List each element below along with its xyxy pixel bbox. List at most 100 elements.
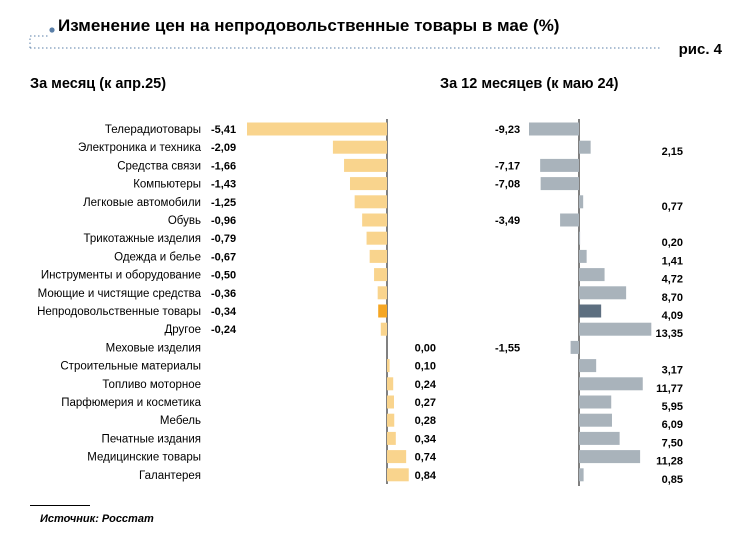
month-value-label: -5,41: [211, 124, 236, 136]
year-bar: [579, 413, 612, 427]
month-bar: [354, 195, 387, 209]
month-value-label: 0,84: [415, 470, 437, 482]
category-label: Другое: [164, 324, 201, 336]
year-bar: [579, 304, 602, 318]
month-bar: [374, 268, 387, 282]
month-bar: [369, 249, 387, 263]
year-value-label: 7,50: [662, 437, 683, 449]
year-value-label: 0,77: [662, 201, 683, 213]
year-value-label: 6,09: [662, 419, 683, 431]
month-value-label: -0,36: [211, 288, 236, 300]
year-bar: [540, 158, 579, 172]
month-bar: [332, 140, 387, 154]
category-label: Средства связи: [117, 160, 201, 172]
category-label: Одежда и белье: [114, 251, 201, 263]
year-value-label: 11,77: [656, 383, 683, 395]
month-value-label: 0,24: [415, 379, 437, 391]
year-bar: [579, 195, 584, 209]
month-value-label: 0,74: [415, 452, 437, 464]
year-value-label: 4,72: [662, 274, 683, 286]
year-bar: [579, 468, 584, 482]
year-bar: [579, 431, 620, 445]
year-bar: [579, 231, 581, 245]
category-label: Топливо моторное: [102, 379, 201, 391]
month-value-label: 0,28: [415, 415, 436, 427]
category-label: Трикотажные изделия: [84, 233, 201, 245]
category-label: Компьютеры: [133, 179, 201, 191]
left-panel-subtitle: За месяц (к апр.25): [30, 76, 167, 92]
month-value-label: -0,67: [211, 251, 236, 263]
month-bar: [387, 359, 390, 373]
year-value-label: -3,49: [495, 215, 520, 227]
right-panel-subtitle: За 12 месяцев (к маю 24): [440, 76, 619, 92]
year-value-label: -7,17: [495, 160, 520, 172]
month-bar: [247, 122, 387, 136]
month-value-label: 0,34: [415, 433, 437, 445]
month-value-label: 0,10: [415, 361, 436, 373]
month-bar: [362, 213, 387, 227]
category-label: Мебель: [160, 415, 201, 427]
month-bar: [387, 395, 394, 409]
source-note: Источник: Росстат: [40, 513, 154, 525]
source-divider: [30, 505, 90, 506]
category-label: Строительные материалы: [60, 361, 201, 373]
month-value-label: -1,25: [211, 197, 236, 209]
month-bar: [387, 377, 394, 391]
chart-title: Изменение цен на непродовольственные тов…: [58, 16, 560, 35]
year-bar: [579, 450, 641, 464]
year-value-label: 0,20: [662, 237, 683, 249]
year-bar: [579, 286, 627, 300]
month-bar: [387, 413, 395, 427]
figure-label: рис. 4: [678, 41, 722, 58]
year-bar: [579, 268, 605, 282]
year-bar: [529, 122, 579, 136]
year-bar: [579, 140, 591, 154]
year-value-label: 2,15: [662, 146, 683, 158]
category-label: Медицинские товары: [87, 452, 201, 464]
year-bar: [579, 395, 612, 409]
month-value-label: 0,00: [415, 342, 436, 354]
month-bar: [387, 431, 396, 445]
month-bar: [380, 322, 387, 336]
year-value-label: 4,09: [662, 310, 683, 322]
year-value-label: 11,28: [656, 456, 683, 468]
month-value-label: -1,66: [211, 160, 236, 172]
category-label: Инструменты и оборудование: [41, 270, 201, 282]
category-label: Моющие и чистящие средства: [38, 288, 202, 300]
year-bar: [560, 213, 579, 227]
category-label: Электроника и техника: [78, 142, 202, 154]
month-value-label: -2,09: [211, 142, 236, 154]
month-bar: [387, 450, 407, 464]
category-label: Парфюмерия и косметика: [61, 397, 201, 409]
month-value-label: -0,50: [211, 270, 236, 282]
year-bar: [540, 177, 579, 191]
year-bar: [570, 340, 579, 354]
year-value-label: 1,41: [662, 255, 683, 267]
month-value-label: -0,79: [211, 233, 236, 245]
year-bar: [579, 322, 652, 336]
month-bar: [344, 158, 387, 172]
year-value-label: 8,70: [662, 292, 683, 304]
month-bar: [366, 231, 387, 245]
category-label: Галантерея: [139, 470, 201, 482]
month-value-label: -0,96: [211, 215, 236, 227]
month-value-label: -0,34: [211, 306, 237, 318]
month-value-label: -0,24: [211, 324, 237, 336]
year-bar: [579, 359, 597, 373]
year-value-label: -1,55: [495, 342, 520, 354]
month-bar: [377, 286, 387, 300]
year-value-label: 3,17: [662, 365, 683, 377]
category-label: Телерадиотовары: [105, 124, 201, 136]
year-value-label: 13,35: [655, 328, 683, 340]
year-value-label: -9,23: [495, 124, 520, 136]
category-label: Непродовольственные товары: [37, 306, 201, 318]
month-value-label: -1,43: [211, 179, 236, 191]
year-value-label: 5,95: [662, 401, 683, 413]
year-value-label: 0,85: [662, 474, 683, 486]
year-value-label: -7,08: [495, 179, 520, 191]
category-label: Печатные издания: [102, 433, 201, 445]
month-bar: [349, 177, 387, 191]
